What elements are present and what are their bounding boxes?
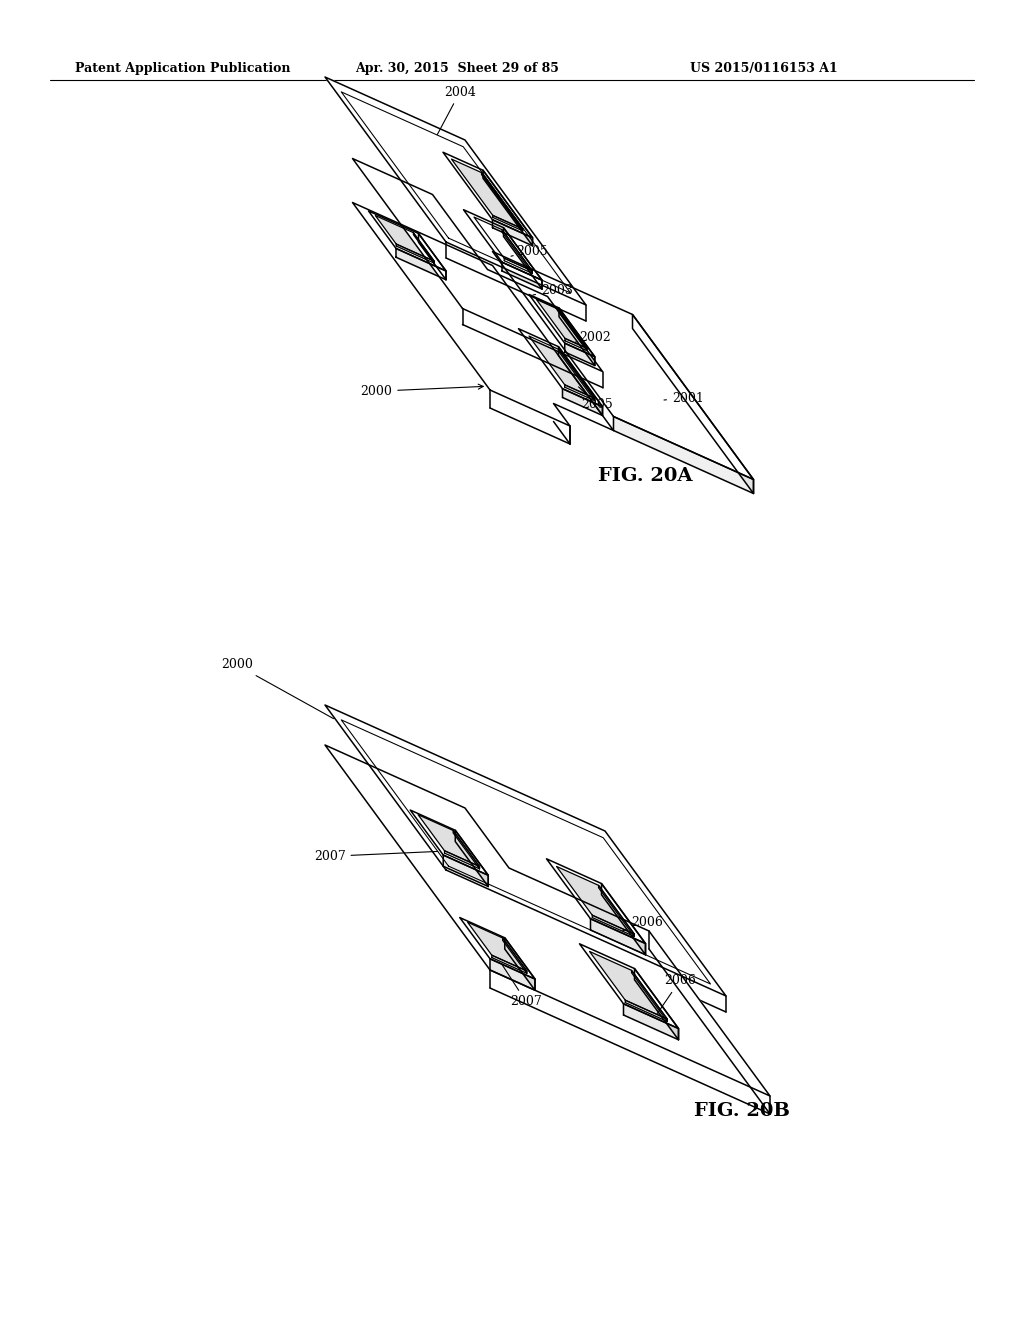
Text: 2006: 2006 (623, 916, 663, 931)
Polygon shape (562, 388, 602, 416)
Polygon shape (626, 1001, 668, 1022)
Polygon shape (565, 338, 587, 351)
Polygon shape (558, 309, 587, 351)
Polygon shape (493, 219, 532, 246)
Polygon shape (504, 227, 542, 289)
Polygon shape (352, 202, 613, 430)
Polygon shape (325, 705, 726, 997)
Polygon shape (529, 294, 595, 356)
Text: 2007: 2007 (502, 965, 542, 1008)
Polygon shape (502, 230, 532, 273)
Polygon shape (537, 300, 587, 348)
Polygon shape (632, 970, 668, 1022)
Polygon shape (565, 385, 595, 401)
Polygon shape (624, 1003, 679, 1040)
Polygon shape (369, 211, 446, 271)
Text: 2003: 2003 (534, 284, 572, 297)
Polygon shape (414, 232, 434, 263)
Polygon shape (468, 923, 526, 972)
Polygon shape (453, 830, 479, 869)
Polygon shape (396, 248, 446, 280)
Polygon shape (547, 859, 645, 944)
Polygon shape (558, 347, 602, 416)
Text: 2005: 2005 (511, 244, 548, 257)
Polygon shape (591, 919, 645, 954)
Polygon shape (559, 308, 595, 366)
Polygon shape (580, 944, 679, 1028)
Text: Apr. 30, 2015  Sheet 29 of 85: Apr. 30, 2015 Sheet 29 of 85 (355, 62, 559, 75)
Polygon shape (481, 173, 522, 231)
Polygon shape (592, 915, 634, 936)
Polygon shape (464, 210, 542, 280)
Text: 2004: 2004 (437, 86, 476, 135)
Polygon shape (557, 866, 634, 935)
Polygon shape (492, 956, 526, 973)
Polygon shape (565, 343, 595, 366)
Polygon shape (474, 216, 532, 271)
Text: FIG. 20A: FIG. 20A (598, 467, 692, 484)
Text: US 2015/0116153 A1: US 2015/0116153 A1 (690, 62, 838, 75)
Polygon shape (559, 350, 595, 401)
Polygon shape (396, 244, 434, 263)
Polygon shape (505, 937, 535, 990)
Polygon shape (493, 215, 522, 231)
Polygon shape (352, 158, 602, 371)
Polygon shape (601, 883, 645, 954)
Text: FIG. 20B: FIG. 20B (694, 1102, 791, 1121)
Polygon shape (493, 252, 754, 479)
Polygon shape (456, 830, 488, 887)
Polygon shape (483, 170, 532, 246)
Text: 2005: 2005 (579, 387, 613, 412)
Polygon shape (490, 958, 535, 990)
Text: 2000: 2000 (221, 659, 334, 718)
Polygon shape (325, 77, 586, 305)
Polygon shape (529, 337, 595, 399)
Text: Patent Application Publication: Patent Application Publication (75, 62, 291, 75)
Polygon shape (376, 215, 434, 261)
Polygon shape (325, 744, 770, 1096)
Polygon shape (503, 939, 526, 973)
Polygon shape (502, 263, 542, 289)
Polygon shape (444, 850, 479, 869)
Text: 2007: 2007 (313, 850, 437, 863)
Text: 2002: 2002 (574, 331, 611, 345)
Polygon shape (443, 855, 488, 887)
Polygon shape (633, 314, 754, 494)
Polygon shape (518, 329, 602, 407)
Polygon shape (419, 234, 446, 280)
Polygon shape (443, 152, 532, 238)
Polygon shape (635, 969, 679, 1040)
Polygon shape (418, 814, 479, 866)
Text: 2000: 2000 (360, 384, 483, 397)
Polygon shape (613, 417, 754, 494)
Text: 2006: 2006 (657, 974, 695, 1014)
Polygon shape (590, 952, 668, 1019)
Polygon shape (452, 160, 522, 228)
Polygon shape (504, 259, 532, 273)
Text: 2001: 2001 (664, 392, 703, 404)
Polygon shape (460, 917, 535, 979)
Polygon shape (411, 810, 488, 875)
Polygon shape (599, 886, 634, 936)
